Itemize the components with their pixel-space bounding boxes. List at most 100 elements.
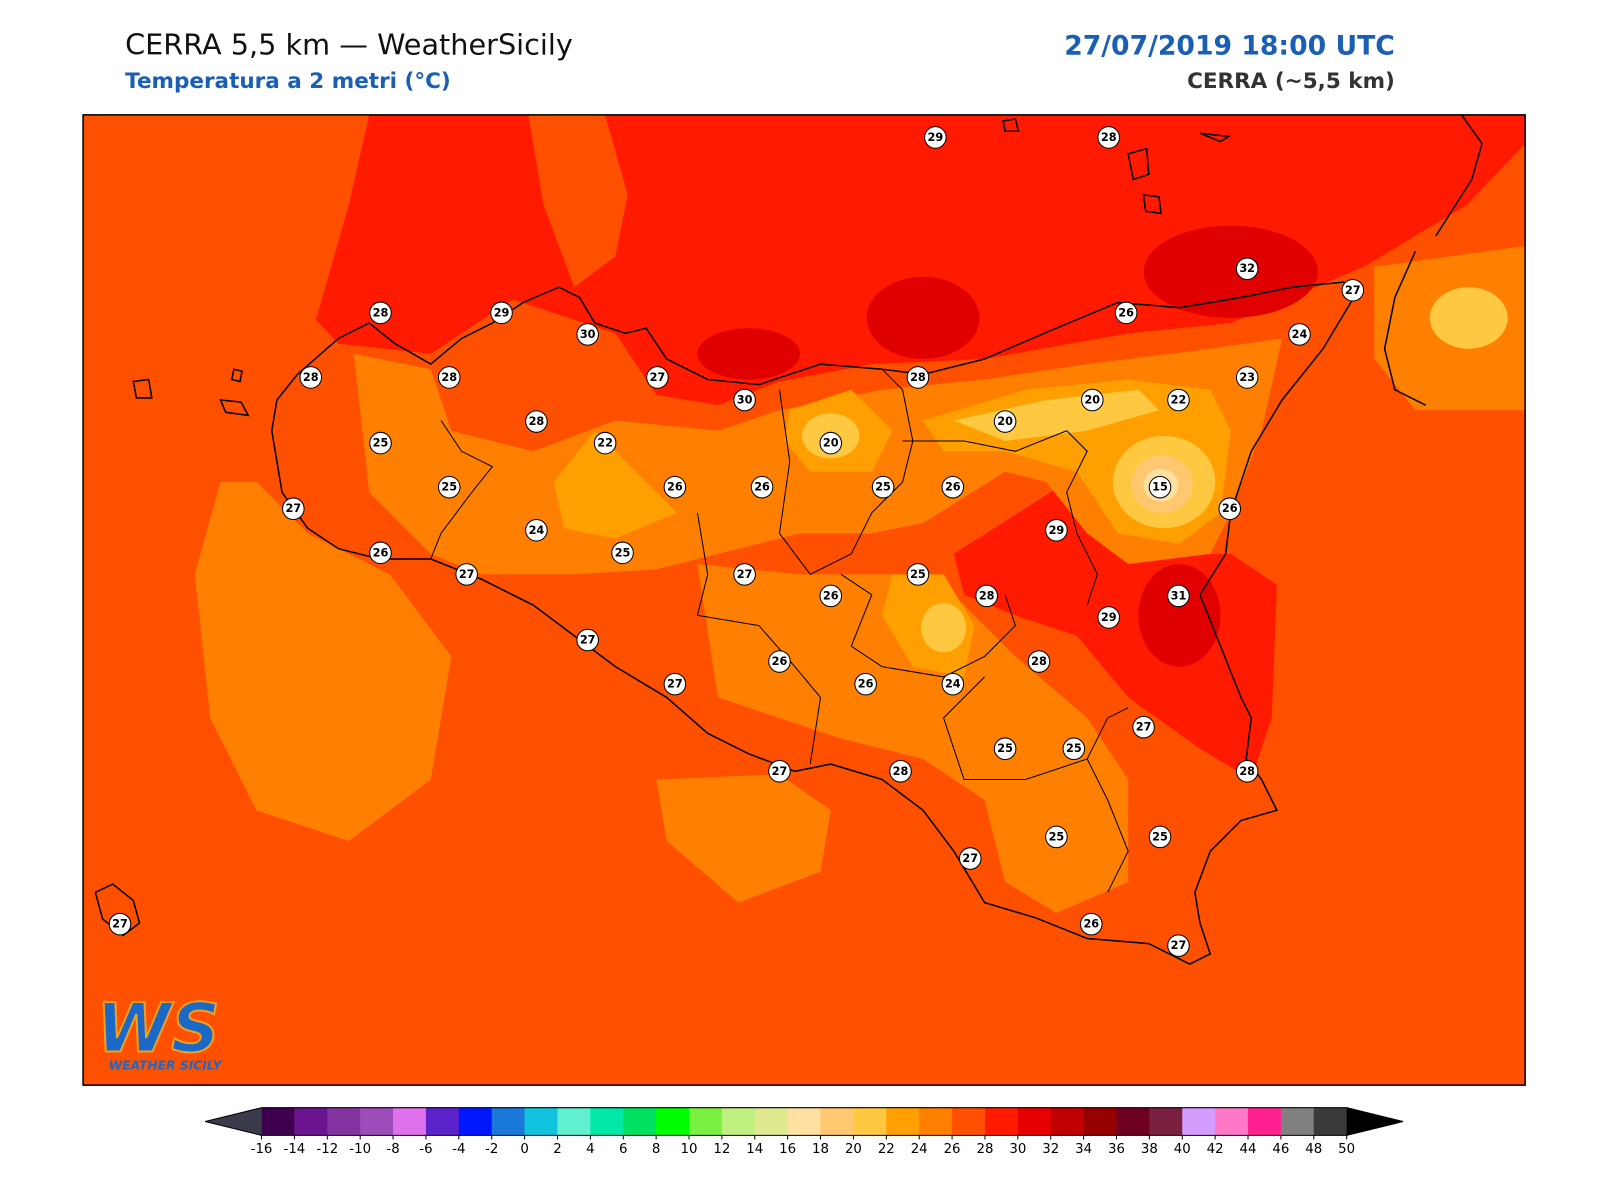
station: 28: [1097, 126, 1120, 149]
colorbar-bin: [754, 1107, 789, 1136]
station: 25: [611, 541, 634, 565]
station-value: 29: [1049, 524, 1065, 537]
station: 22: [593, 431, 617, 455]
colorbar-bin: [393, 1107, 427, 1136]
station: 26: [1218, 497, 1242, 520]
station-value: 27: [772, 765, 788, 778]
station-value: 26: [823, 589, 839, 602]
station-marker: [455, 563, 478, 586]
station-marker: [1218, 497, 1242, 520]
field-band: [697, 564, 1129, 913]
station: 29: [1097, 606, 1120, 629]
colorbar-tick-label: -14: [284, 1142, 306, 1157]
station-value: 28: [1239, 765, 1255, 778]
colorbar-bin: [524, 1107, 558, 1136]
station-value: 28: [1101, 131, 1117, 144]
station-value: 28: [979, 589, 995, 602]
colorbar-tick-label: -4: [452, 1142, 465, 1157]
station-value: 26: [373, 546, 389, 559]
colorbar-bin: [294, 1107, 328, 1136]
colorbar-bin: [1083, 1107, 1118, 1136]
station: 24: [1288, 323, 1311, 346]
colorbar-tick-label: 38: [1141, 1142, 1158, 1157]
station-value: 25: [373, 437, 389, 450]
station-value: 23: [1239, 371, 1255, 384]
field-band: [194, 482, 452, 842]
station-marker: [1132, 715, 1155, 739]
station-marker: [750, 475, 774, 499]
colorbar-bin: [984, 1107, 1019, 1136]
station: 26: [1114, 301, 1138, 325]
station: 26: [1080, 912, 1103, 936]
station: 26: [750, 475, 774, 499]
station: 27: [768, 760, 791, 783]
station-value: 27: [962, 852, 978, 865]
colorbar-tick-label: 4: [586, 1142, 594, 1157]
station-value: 27: [650, 371, 666, 384]
station: 27: [646, 366, 669, 389]
colorbar-bin: [623, 1107, 657, 1136]
province-borders: [430, 368, 1129, 893]
colorbar-tick-label: 8: [652, 1142, 660, 1157]
station: 28: [1027, 650, 1051, 673]
station-value: 20: [997, 415, 1013, 428]
colorbar-tick-label: 30: [1009, 1142, 1026, 1157]
colorbar-tick-label: 40: [1174, 1142, 1191, 1157]
station-value: 26: [754, 481, 770, 494]
station-value: 29: [494, 306, 510, 319]
sicily-coast: [271, 281, 1355, 965]
station-marker: [871, 475, 895, 499]
colorbar-bin: [458, 1107, 493, 1136]
colorbar-bin: [1050, 1107, 1085, 1136]
station-value: 31: [1171, 589, 1187, 602]
colorbar-tick-label: 42: [1207, 1142, 1224, 1157]
subtitle: Temperatura a 2 metri (°C): [125, 69, 451, 94]
station-value: 22: [597, 437, 613, 450]
colorbar-tick-label: 18: [812, 1142, 829, 1157]
station-marker: [1148, 475, 1172, 499]
station-value: 28: [529, 415, 545, 428]
station-marker: [975, 584, 998, 608]
station-marker: [663, 475, 687, 499]
station-value: 29: [1101, 611, 1117, 624]
station-value: 26: [1118, 306, 1134, 319]
station: 30: [733, 388, 756, 412]
station: 28: [1235, 760, 1259, 783]
station: 27: [1167, 934, 1190, 957]
temperature-field: [83, 114, 1526, 1086]
colorbar-bin: [1313, 1107, 1348, 1136]
station-value: 20: [1084, 394, 1100, 407]
station: 29: [924, 126, 947, 149]
station-marker: [1167, 388, 1190, 412]
station-value: 27: [580, 634, 596, 647]
logo-mark: WS: [96, 988, 219, 1067]
station-marker: [663, 672, 687, 696]
logo: WS WEATHER SICILY: [95, 987, 222, 1072]
colorbar-bin: [1116, 1107, 1150, 1136]
colorbar-extend-over: [1346, 1107, 1404, 1136]
station-marker: [1027, 650, 1051, 673]
station-marker: [854, 672, 877, 696]
station: 27: [282, 497, 305, 520]
station-value: 28: [373, 306, 389, 319]
aeolian-islands: [1002, 118, 1232, 215]
station-marker: [924, 126, 947, 149]
station-marker: [1167, 934, 1190, 957]
colorbar-tick-label: 10: [681, 1142, 698, 1157]
station-value: 24: [529, 524, 545, 537]
station-value: 28: [441, 371, 457, 384]
station-marker: [768, 760, 791, 783]
field-band: [528, 114, 628, 288]
colorbar-bin: [557, 1107, 591, 1136]
station-marker: [525, 518, 548, 542]
colorbar-bin: [656, 1107, 690, 1136]
station-value: 27: [1345, 284, 1361, 297]
colorbar-tick-label: 50: [1338, 1142, 1355, 1157]
station-value: 27: [459, 568, 475, 581]
station: 28: [906, 366, 930, 389]
station-value: 24: [945, 678, 961, 691]
station: 26: [768, 650, 791, 673]
station: 27: [108, 912, 132, 936]
station-marker: [941, 475, 965, 499]
